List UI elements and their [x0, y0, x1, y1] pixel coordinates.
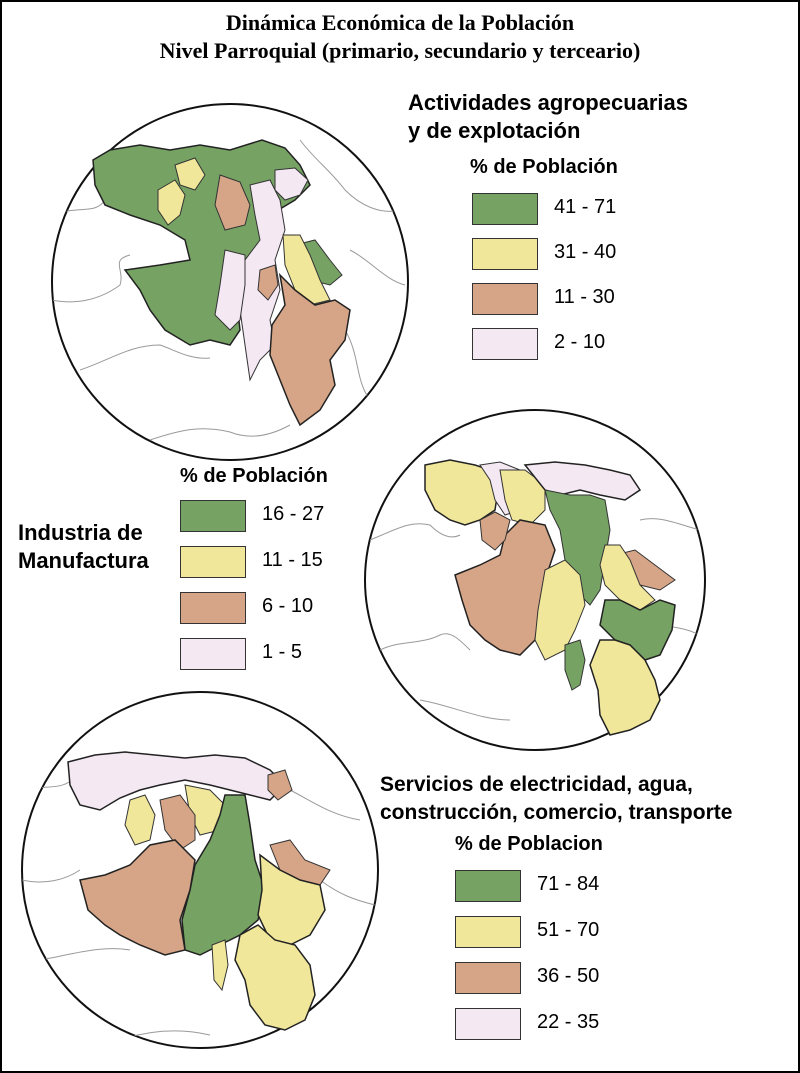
legend-swatch	[455, 1008, 521, 1040]
legend-swatch	[455, 916, 521, 948]
primary-parish-yellow-north	[174, 157, 206, 191]
legend-swatch	[180, 638, 246, 670]
secondary-section-title-line1: Industria de	[18, 520, 143, 545]
primary-parish-pink-northeast	[274, 167, 309, 201]
legend-label: 11 - 15	[262, 549, 323, 571]
primary-parish-pink-west	[214, 249, 246, 331]
tertiary-map	[21, 691, 379, 1049]
secondary-parish-yellow-center	[534, 559, 586, 661]
secondary-parish-yellow-north2	[499, 469, 546, 526]
secondary-parish-green-center	[544, 489, 611, 606]
legend-swatch	[472, 283, 538, 315]
secondary-parish-green-southwest	[564, 639, 586, 691]
secondary-legend-title: % de Población	[180, 465, 328, 487]
legend-label: 11 - 30	[554, 286, 615, 308]
tertiary-section-title-line1: Servicios de electricidad, agua,	[380, 773, 693, 796]
tertiary-parish-tan-center	[159, 794, 196, 851]
secondary-parish-yellow-east	[599, 544, 656, 611]
legend-swatch	[180, 592, 246, 624]
primary-parish-yellow-west	[157, 179, 186, 226]
primary-parish-tan-southeast	[269, 272, 351, 427]
tertiary-parish-pink-north	[67, 751, 287, 811]
legend-label: 36 - 50	[537, 965, 600, 987]
primary-map	[51, 103, 409, 461]
tertiary-parish-yellow-north	[124, 794, 156, 846]
primary-parish-tan-center	[257, 264, 279, 301]
legend-swatch	[472, 328, 538, 360]
legend-label: 31 - 40	[554, 241, 617, 263]
legend-label: 1 - 5	[262, 641, 303, 663]
legend-swatch	[455, 962, 521, 994]
legend-swatch	[472, 193, 538, 225]
secondary-section-title-line2: Manufactura	[18, 548, 149, 573]
legend-label: 16 - 27	[262, 503, 325, 525]
legend-label: 6 - 10	[262, 595, 314, 617]
tertiary-legend-title: % de Poblacion	[455, 833, 603, 855]
legend-swatch	[455, 870, 521, 902]
secondary-parish-yellow-north	[424, 459, 499, 526]
secondary-parish-tan-north	[479, 511, 511, 551]
legend-swatch	[180, 546, 246, 578]
tertiary-section-title-line2: construcción, comercio, transporte	[380, 801, 733, 824]
tertiary-parish-yellow-south	[234, 924, 316, 1031]
legend-label: 2 - 10	[554, 331, 606, 353]
tertiary-parish-yellow-southwest	[211, 939, 229, 992]
page-title-line2: Nivel Parroquial (primario, secundario y…	[159, 38, 641, 63]
primary-section-title-line2: y de explotación	[408, 118, 581, 143]
tertiary-parish-tan-west	[79, 839, 196, 956]
legend-label: 51 - 70	[537, 919, 600, 941]
tertiary-parish-tan-northeast	[267, 769, 293, 801]
legend-swatch	[472, 238, 538, 270]
page-title-line1: Dinámica Económica de la Población	[225, 10, 575, 35]
primary-parish-yellow-east	[282, 234, 331, 306]
legend-label: 22 - 35	[537, 1011, 600, 1033]
legend-label: 41 - 71	[554, 196, 617, 218]
primary-section-title-line1: Actividades agropecuarias	[408, 90, 689, 115]
legend-label: 71 - 84	[537, 873, 600, 895]
tertiary-parish-green-center	[181, 794, 266, 956]
primary-parish-tan-north	[214, 174, 251, 231]
legend-swatch	[180, 500, 246, 532]
secondary-map	[364, 409, 706, 751]
secondary-parish-yellow-south	[589, 639, 661, 736]
primary-legend-title: % de Población	[470, 156, 618, 178]
secondary-parish-green-east	[599, 599, 676, 661]
tertiary-parish-yellow-east	[257, 853, 326, 946]
